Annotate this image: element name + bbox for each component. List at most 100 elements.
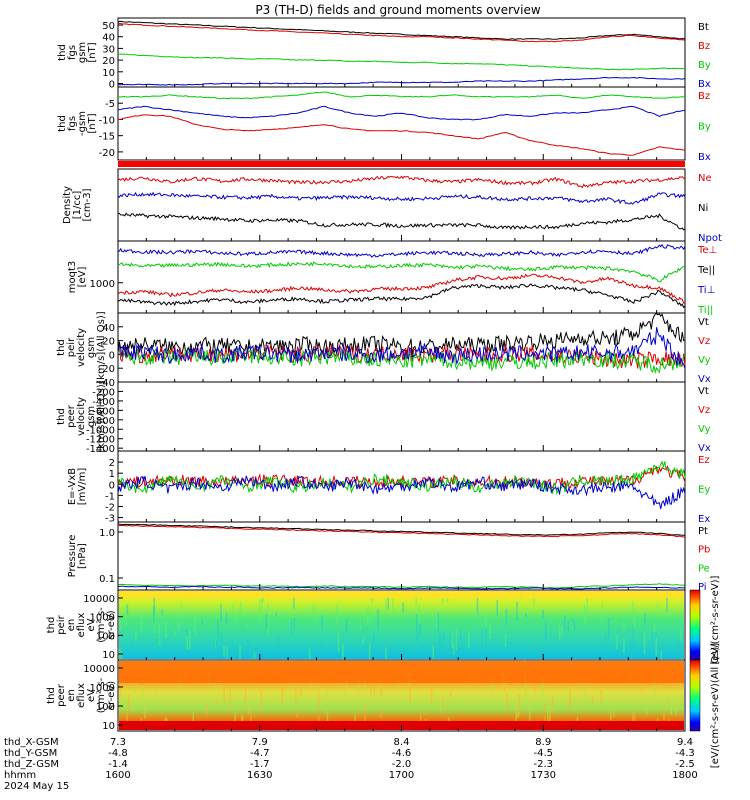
spectrogram-cell [235,615,238,621]
spectrogram-cell [644,652,646,659]
legend-entry-ti: Ti|| [697,305,713,316]
y-tick-label: 10000 [83,594,115,605]
spectrogram-cell [226,646,228,659]
spectrogram-cell [544,620,547,640]
y-axis-label: [mV/m] [77,468,88,506]
series-line-ti [117,261,686,283]
spectrogram-cell [528,704,531,722]
series-line-by [117,53,686,71]
spectrogram-cell [231,641,233,655]
y-tick-label: 0 [109,350,115,361]
spectrogram-cell [186,635,188,650]
x-tick-label: -4.6 [392,748,412,759]
spectrogram-cell [451,679,454,691]
y-axis-label: peir [66,337,77,357]
spectrogram-cell [371,597,373,604]
series-line-ni [117,212,686,231]
spectrogram-cell [220,603,222,622]
spectrogram-cell [654,686,656,702]
y-tick-label: -400 [92,397,115,408]
y-tick-label: 0.1 [99,574,115,585]
spectrogram-cell [290,621,293,637]
spectrogram-cell [217,619,219,638]
y-axis-label: sr-eV) [106,681,117,710]
series-line-pt [117,523,685,536]
y-axis-label: [km/s](All Qs)] [96,380,107,452]
spectrogram-cell [265,614,268,628]
spectrogram-cell [145,652,148,659]
y-tick-label: -20 [99,364,115,375]
y-tick-label: 100 [96,702,115,713]
panel-frame [117,240,686,314]
colorbar-label: [eV/(cm²-s-sr-eV)] [710,575,721,664]
y-tick-label: 1.0 [99,528,115,539]
spectrogram-cell [586,595,588,616]
spectrogram-cell [234,710,236,725]
y-tick-label: 0 [109,480,115,491]
y-axis-label: (cm²-s- [96,677,107,713]
spectrogram-cell [489,621,491,639]
spectrogram-cell [644,613,646,626]
spectrogram-cell [311,651,313,659]
spectrogram-cell [336,604,338,622]
legend-entry-ti: Ti⊥ [697,285,715,296]
spectrogram-cell [259,599,261,621]
spectrogram-cell [232,603,234,615]
y-tick-label: 1000 [90,683,115,694]
spectrogram-cell [646,710,648,716]
spectrogram-cell [220,633,223,644]
spectrogram-cell [320,642,322,659]
y-axis-label: [cm-3] [82,188,93,221]
panel-frame [117,521,686,591]
spectrogram-cell [416,614,418,632]
spectrogram-cell [535,683,537,692]
spectrogram-cell [549,711,551,723]
spectrogram-cell [651,632,654,648]
spectrogram-cell [373,688,376,694]
spectrogram-cell [601,602,604,622]
legend-entry-ex: Ex [698,514,710,525]
spectrogram-cell [616,635,618,650]
spectrogram-cell [201,620,203,626]
spectrogram-cell [357,675,360,694]
y-axis-label: velocity [76,397,87,436]
legend-entry-bz: Bz [698,41,710,52]
spectrogram-cell [136,682,139,690]
spectrogram-cell [609,708,612,721]
x-tick-label: 1700 [389,770,414,781]
x-tick-label: -4.7 [250,748,270,759]
spectrogram-cell [451,632,453,648]
spectrogram-cell [439,633,441,649]
spectrogram-cell [185,629,188,637]
spectrogram-cell [675,696,677,716]
panel-4: moqt3 [eV] 1000 Te⊥ Te|| Ti⊥ Ti|| [67,240,717,316]
spectrogram-cell [630,641,633,659]
y-axis-label: eV [86,618,97,631]
spectrogram-cell [525,676,527,698]
y-axis-label: [nPa] [77,543,88,569]
y-axis-label: thd [57,44,68,61]
panel-5: thd peir velocity gsm [km/s](All Qs)]40 20 0 -2… [56,311,711,389]
spectrogram-cell [653,624,656,633]
series-line-ey [117,460,686,496]
spectrogram-cell [206,702,208,715]
spectrogram-cell [314,605,317,624]
y-tick-label: 40 [102,323,115,334]
spectrogram-cell [460,633,462,642]
series-line-bz [117,23,686,43]
legend-entry-ey: Ey [698,485,710,496]
spectrogram-cell [591,695,594,705]
spectrogram-cell [477,680,479,688]
x-tick-label: -2.0 [392,759,412,770]
spectrogram-cell [295,687,297,702]
spectrogram-cell [337,632,340,653]
spectrogram-cell [134,689,136,694]
y-axis-label: peer [56,683,67,707]
spectrogram-cell [126,710,128,726]
y-axis-label: peir [56,614,67,634]
panel-frame [117,381,686,452]
y-axis-label: en [66,619,77,632]
spectrogram-cell [262,595,264,603]
figure-title: P3 (TH-D) fields and ground moments over… [255,3,540,17]
